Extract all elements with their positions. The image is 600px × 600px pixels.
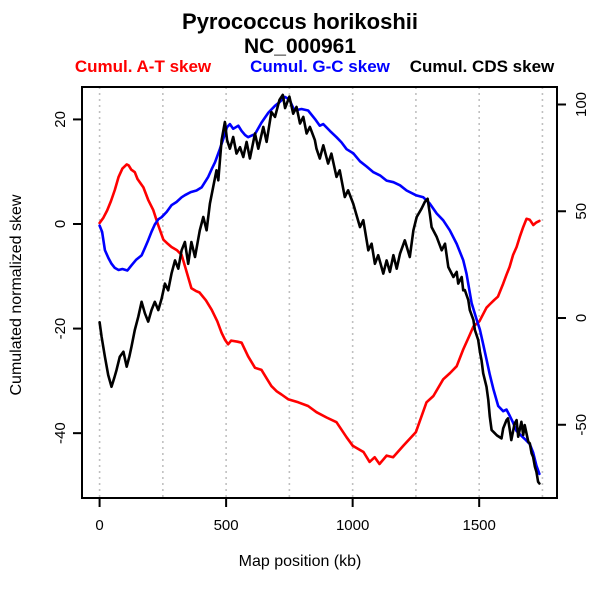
x-tick-label: 1500 (462, 517, 495, 534)
plot-box (81, 86, 558, 499)
y-right-tick-label: 50 (573, 203, 590, 220)
legend-at-skew: Cumul. A-T skew (74, 57, 212, 76)
x-tick-label: 500 (214, 517, 239, 534)
chart-title: Pyrococcus horikoshii (182, 9, 418, 34)
y-left-tick-label: 0 (52, 220, 69, 228)
y-right-tick-label: 0 (573, 314, 590, 322)
x-tick-label: 1000 (336, 517, 369, 534)
x-axis-title: Map position (kb) (238, 553, 362, 570)
x-tick-label: 0 (95, 517, 103, 534)
series-cds_skew (98, 93, 541, 485)
legend-gc-skew: Cumul. G-C skew (250, 57, 390, 76)
y-right-tick-label: -50 (573, 414, 590, 436)
y-left-tick-label: -40 (52, 422, 69, 444)
y-left-tick-label: 20 (52, 111, 69, 128)
y-axis-title: Cumulated normalized skew (8, 194, 25, 396)
series-at_skew (98, 163, 541, 466)
y-left-tick-label: -20 (52, 318, 69, 340)
legend-cds-skew: Cumul. CDS skew (409, 57, 555, 76)
chart-subtitle: NC_000961 (243, 35, 357, 58)
y-right-tick-label: 100 (573, 92, 590, 117)
